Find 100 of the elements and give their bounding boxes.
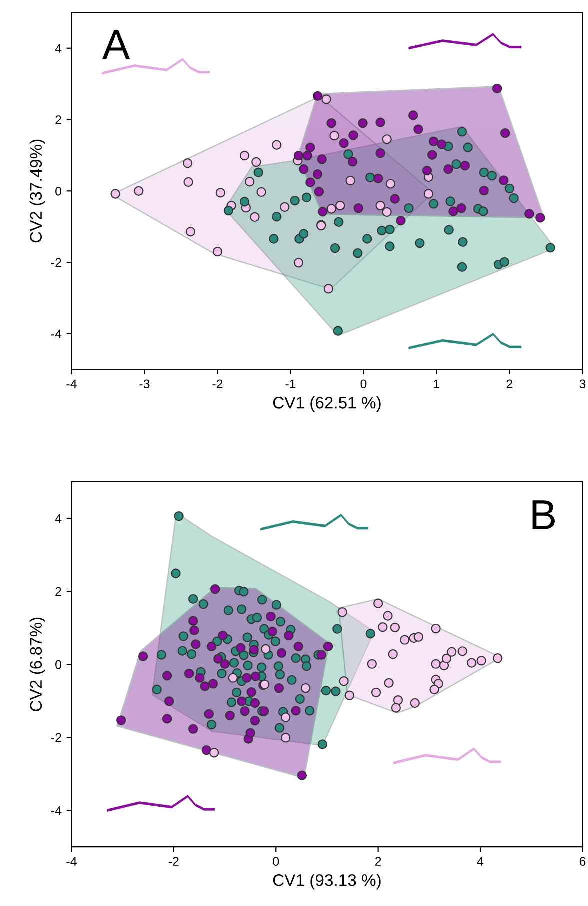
point bbox=[250, 716, 260, 726]
point bbox=[164, 696, 174, 706]
point bbox=[317, 154, 327, 164]
point bbox=[210, 584, 220, 594]
point bbox=[499, 176, 509, 186]
x-tick-label: 0 bbox=[360, 380, 367, 389]
point bbox=[336, 200, 346, 211]
point bbox=[444, 164, 454, 174]
point bbox=[383, 611, 393, 621]
point bbox=[206, 642, 217, 652]
point bbox=[386, 179, 396, 189]
point bbox=[245, 177, 255, 187]
point bbox=[237, 604, 247, 614]
point bbox=[209, 748, 220, 758]
point bbox=[294, 258, 304, 268]
point bbox=[377, 226, 387, 236]
point bbox=[191, 640, 201, 650]
point bbox=[287, 675, 297, 686]
point bbox=[224, 206, 234, 216]
point bbox=[250, 672, 261, 682]
point bbox=[116, 716, 126, 726]
point bbox=[436, 140, 447, 150]
x-tick-label: 0 bbox=[273, 857, 280, 866]
point bbox=[314, 187, 324, 197]
point bbox=[270, 636, 280, 646]
point bbox=[254, 168, 264, 178]
annotation: A bbox=[102, 30, 130, 60]
point bbox=[294, 150, 304, 161]
point bbox=[272, 140, 282, 150]
point bbox=[188, 724, 198, 734]
y-tick-label: -4 bbox=[51, 806, 62, 816]
point bbox=[291, 706, 301, 716]
point bbox=[300, 683, 311, 694]
point bbox=[366, 629, 376, 639]
point bbox=[182, 158, 193, 168]
point bbox=[321, 686, 332, 696]
point bbox=[302, 192, 312, 202]
point bbox=[338, 608, 348, 618]
point bbox=[382, 207, 392, 218]
point bbox=[463, 142, 473, 152]
point bbox=[272, 600, 282, 610]
point bbox=[479, 186, 489, 196]
y-tick-label: 4 bbox=[55, 514, 62, 524]
point bbox=[476, 656, 486, 666]
point bbox=[376, 118, 386, 128]
point bbox=[390, 194, 400, 204]
x-tick-label: -2 bbox=[168, 857, 179, 866]
point bbox=[188, 594, 198, 604]
point bbox=[312, 170, 323, 180]
point bbox=[400, 635, 410, 645]
point bbox=[415, 238, 425, 248]
point bbox=[339, 138, 349, 148]
point bbox=[249, 645, 259, 655]
point bbox=[186, 227, 196, 237]
point bbox=[171, 568, 181, 578]
point bbox=[302, 150, 312, 161]
point bbox=[256, 662, 267, 672]
y-tick-label: 0 bbox=[56, 660, 62, 670]
point bbox=[243, 660, 253, 670]
point bbox=[184, 668, 194, 679]
point bbox=[269, 234, 279, 244]
point bbox=[371, 688, 382, 698]
point bbox=[390, 622, 400, 633]
point bbox=[452, 160, 462, 170]
point bbox=[334, 217, 344, 228]
point bbox=[268, 626, 278, 637]
point bbox=[274, 723, 285, 733]
point bbox=[204, 709, 214, 720]
point bbox=[217, 668, 227, 679]
point bbox=[326, 118, 336, 128]
point bbox=[365, 172, 376, 182]
point bbox=[339, 676, 349, 686]
point bbox=[190, 626, 200, 636]
point bbox=[237, 696, 247, 706]
point bbox=[110, 189, 120, 199]
point bbox=[284, 630, 294, 641]
point bbox=[408, 110, 418, 120]
x-tick-label: 2 bbox=[506, 380, 513, 388]
point bbox=[388, 649, 398, 660]
point bbox=[385, 242, 395, 252]
annotation: B bbox=[532, 500, 555, 530]
point bbox=[504, 184, 515, 194]
point bbox=[444, 225, 454, 235]
point bbox=[458, 646, 468, 656]
point bbox=[373, 174, 384, 184]
point bbox=[330, 131, 340, 141]
point bbox=[353, 248, 363, 258]
point bbox=[232, 688, 242, 698]
point bbox=[252, 157, 262, 168]
point bbox=[376, 148, 386, 158]
point bbox=[290, 196, 300, 206]
point bbox=[178, 646, 188, 656]
point bbox=[493, 654, 503, 664]
point bbox=[186, 649, 197, 660]
point bbox=[195, 673, 205, 683]
point bbox=[162, 671, 172, 681]
point bbox=[156, 650, 167, 660]
x-tick-label: -1 bbox=[286, 380, 296, 388]
point bbox=[174, 511, 184, 522]
point bbox=[428, 199, 439, 209]
